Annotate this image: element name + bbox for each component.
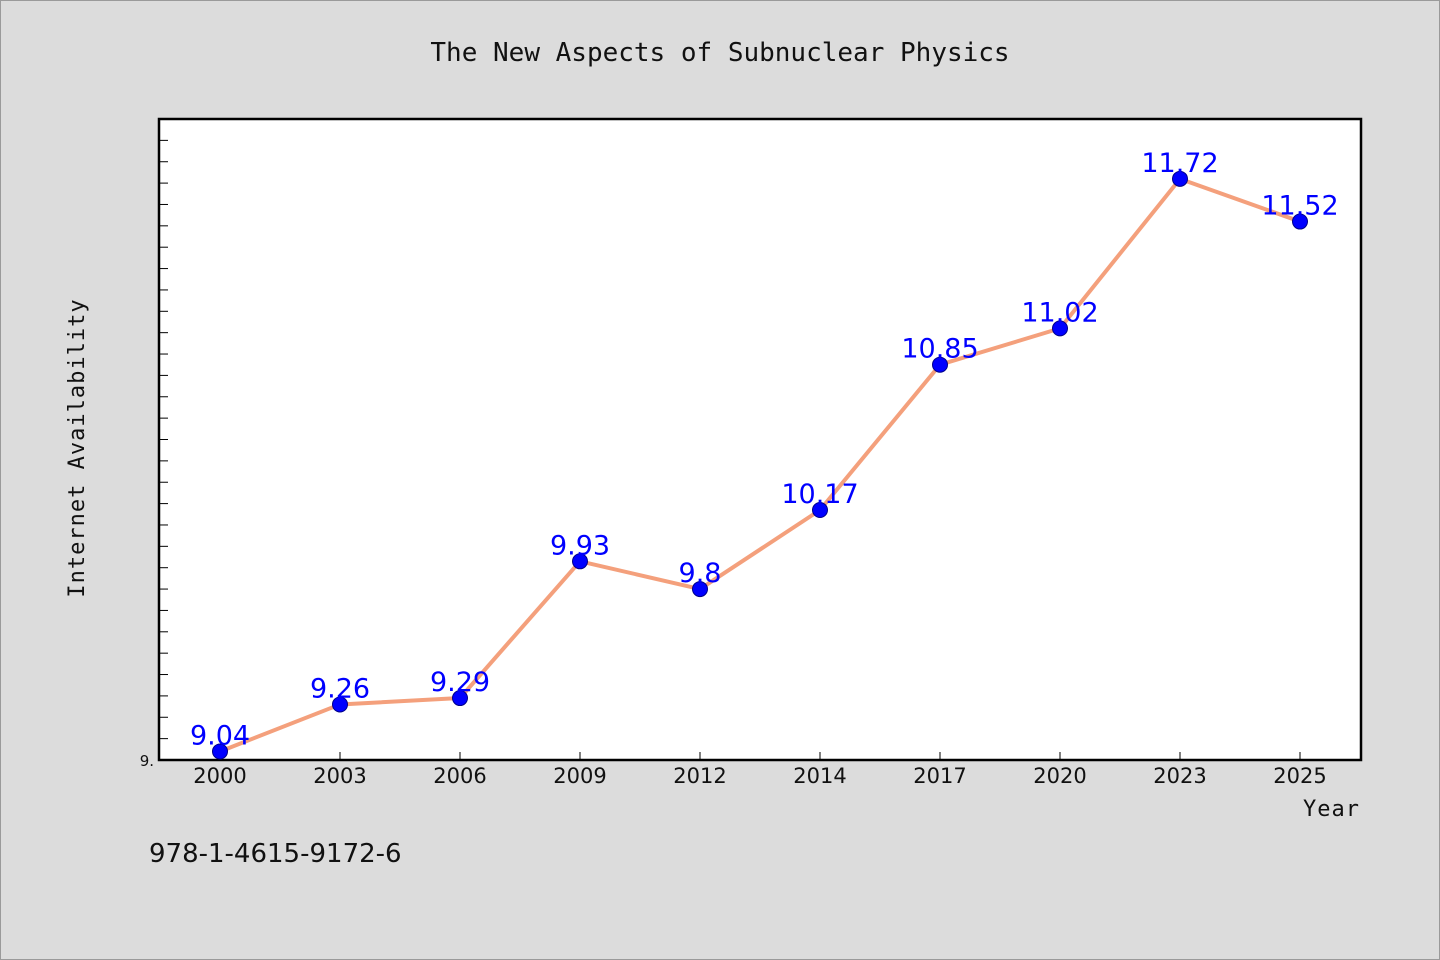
data-label: 9.04 (190, 720, 250, 751)
chart-title: The New Aspects of Subnuclear Physics (430, 38, 1009, 68)
data-label: 11.02 (1021, 297, 1098, 328)
data-point (932, 356, 948, 373)
y-axis-label: Internet Availability (65, 298, 90, 597)
x-axis-tick-label: 2009 (553, 764, 606, 788)
y-axis-tick-label: 9. (140, 752, 154, 770)
data-label: 9.93 (550, 530, 610, 561)
data-point (332, 696, 348, 713)
data-point (572, 553, 588, 570)
data-point (1052, 320, 1068, 337)
x-axis-tick-label: 2025 (1273, 764, 1326, 788)
data-label: 9.8 (679, 558, 722, 589)
series-line (218, 176, 1302, 754)
data-label: 9.26 (310, 673, 370, 704)
x-axis-tick-label: 2006 (433, 764, 486, 788)
footer-code: 978-1-4615-9172-6 (149, 839, 402, 869)
x-axis-tick-label: 2017 (913, 764, 966, 788)
data-labels: 9.04 9.26 9.29 9.93 9.8 10.17 10.85 11.02 11.72 1… (190, 148, 1339, 752)
data-point (812, 502, 828, 519)
data-label: 11.72 (1141, 148, 1218, 179)
x-axis-tick-label: 2003 (313, 764, 366, 788)
data-label: 9.29 (430, 667, 490, 698)
x-axis-tick-label: 2012 (673, 764, 726, 788)
data-point (692, 581, 708, 598)
data-point (452, 690, 468, 707)
x-axis-tick-label: 2000 (193, 764, 246, 788)
x-axis-tick-label: 2023 (1153, 764, 1206, 788)
data-label: 10.85 (901, 334, 978, 365)
y-axis-ticks (159, 139, 168, 761)
data-label: 11.52 (1261, 191, 1338, 222)
data-point (1292, 213, 1308, 230)
data-label: 10.17 (781, 479, 858, 510)
data-points (212, 170, 1308, 760)
data-point (1172, 170, 1188, 187)
x-axis-tick-label: 2020 (1033, 764, 1086, 788)
plot-area (157, 117, 1363, 762)
data-point (212, 743, 228, 760)
x-axis-tick-label: 2014 (793, 764, 846, 788)
x-axis-label: Year (1303, 797, 1360, 822)
x-axis-tick-labels: 2000 2003 2006 2009 2012 2014 2017 2020 2023 2025 (193, 764, 1326, 788)
